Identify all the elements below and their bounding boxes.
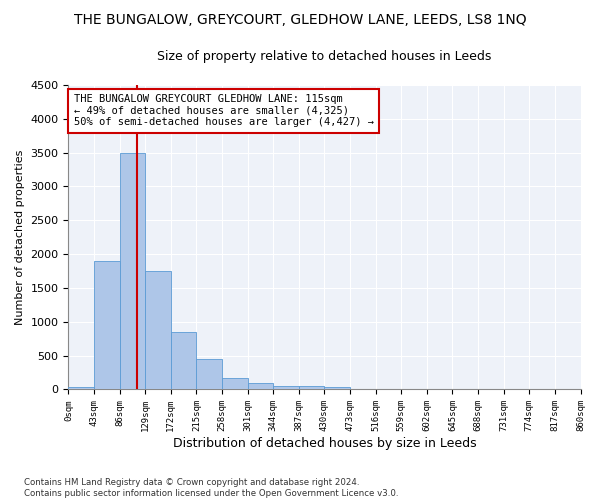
Bar [145,271,171,390]
X-axis label: Distribution of detached houses by size in Leeds: Distribution of detached houses by size … [173,437,476,450]
Bar [119,152,145,390]
Bar [248,382,273,390]
Bar [273,386,299,390]
Bar [222,378,248,390]
Bar [196,359,222,390]
Title: Size of property relative to detached houses in Leeds: Size of property relative to detached ho… [157,50,491,63]
Bar [299,386,325,390]
Text: THE BUNGALOW GREYCOURT GLEDHOW LANE: 115sqm
← 49% of detached houses are smaller: THE BUNGALOW GREYCOURT GLEDHOW LANE: 115… [74,94,374,128]
Bar [94,261,119,390]
Bar [325,387,350,390]
Text: Contains HM Land Registry data © Crown copyright and database right 2024.
Contai: Contains HM Land Registry data © Crown c… [24,478,398,498]
Text: THE BUNGALOW, GREYCOURT, GLEDHOW LANE, LEEDS, LS8 1NQ: THE BUNGALOW, GREYCOURT, GLEDHOW LANE, L… [74,12,526,26]
Bar [68,387,94,390]
Y-axis label: Number of detached properties: Number of detached properties [15,150,25,325]
Bar [171,332,196,390]
